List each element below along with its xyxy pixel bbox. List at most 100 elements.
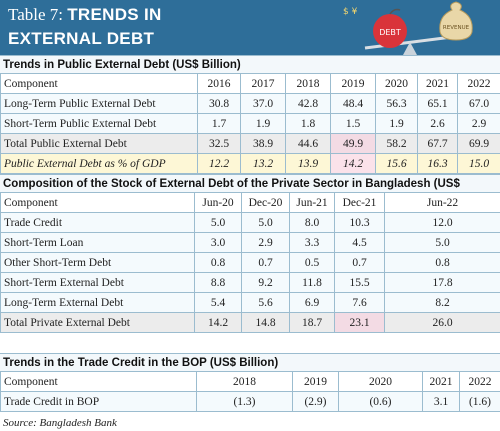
column-header: 2020 bbox=[375, 73, 418, 94]
title-line-2: EXTERNAL DEBT bbox=[8, 29, 155, 48]
cell: 32.5 bbox=[197, 133, 241, 154]
revenue-bag-icon bbox=[439, 1, 473, 41]
row-label: Trade Credit in BOP bbox=[0, 391, 197, 412]
table-header-row: Component 2018 2019 2020 2021 2022 bbox=[0, 371, 500, 392]
row-label: Other Short-Term Debt bbox=[0, 252, 195, 273]
cell: 3.3 bbox=[289, 232, 335, 253]
cell: 12.2 bbox=[197, 153, 241, 174]
column-header: 2022 bbox=[457, 73, 500, 94]
debt-ball-icon bbox=[373, 14, 407, 48]
row-label: Trade Credit bbox=[0, 212, 195, 233]
column-header: 2021 bbox=[422, 371, 460, 392]
cell: 2.9 bbox=[457, 113, 500, 134]
cell: 12.0 bbox=[384, 212, 500, 233]
row-label: Long-Term Public External Debt bbox=[0, 93, 198, 114]
cell: 56.3 bbox=[375, 93, 418, 114]
cell: 67.7 bbox=[417, 133, 458, 154]
cell: 49.9 bbox=[330, 133, 376, 154]
cell: 16.3 bbox=[417, 153, 458, 174]
cell: (2.9) bbox=[292, 391, 339, 412]
cell: 5.6 bbox=[241, 292, 290, 313]
cell: 11.8 bbox=[289, 272, 335, 293]
table-row: Short-Term Public External Debt 1.7 1.9 … bbox=[0, 113, 500, 134]
row-label: Short-Term Loan bbox=[0, 232, 195, 253]
column-header: Component bbox=[0, 192, 195, 213]
bop-trade-credit-table: Component 2018 2019 2020 2021 2022 Trade… bbox=[0, 371, 500, 412]
table-title: Table 7: TRENDS IN EXTERNAL DEBT bbox=[8, 4, 162, 50]
table-row: Trade Credit 5.0 5.0 8.0 10.3 12.0 bbox=[0, 212, 500, 233]
row-label: Total Public External Debt bbox=[0, 133, 198, 154]
row-label: Public External Debt as % of GDP bbox=[0, 153, 198, 174]
cell: 4.5 bbox=[334, 232, 385, 253]
cell: 1.9 bbox=[375, 113, 418, 134]
cell: (0.6) bbox=[338, 391, 423, 412]
table-row: Short-Term External Debt 8.8 9.2 11.8 15… bbox=[0, 272, 500, 293]
column-header: 2022 bbox=[459, 371, 500, 392]
row-label: Short-Term Public External Debt bbox=[0, 113, 198, 134]
cell: 13.9 bbox=[285, 153, 331, 174]
source-note: Source: Bangladesh Bank bbox=[3, 417, 117, 429]
row-label: Long-Term External Debt bbox=[0, 292, 195, 313]
table-header-row: Component 2016 2017 2018 2019 2020 2021 … bbox=[0, 73, 500, 94]
cell: 14.8 bbox=[241, 312, 290, 333]
table-row: Long-Term External Debt 5.4 5.6 6.9 7.6 … bbox=[0, 292, 500, 313]
cell: 48.4 bbox=[330, 93, 376, 114]
cell: 5.0 bbox=[384, 232, 500, 253]
column-header: 2018 bbox=[285, 73, 331, 94]
column-header: 2020 bbox=[338, 371, 423, 392]
cell: 9.2 bbox=[241, 272, 290, 293]
column-header: 2016 bbox=[197, 73, 241, 94]
bop-section-title: Trends in the Trade Credit in the BOP (U… bbox=[0, 353, 500, 373]
cell: 15.6 bbox=[375, 153, 418, 174]
cell: 5.0 bbox=[194, 212, 242, 233]
private-debt-table: Component Jun-20 Dec-20 Jun-21 Dec-21 Ju… bbox=[0, 192, 500, 333]
cell: 2.9 bbox=[241, 232, 290, 253]
column-header: Dec-20 bbox=[241, 192, 290, 213]
column-header: 2019 bbox=[330, 73, 376, 94]
column-header: 2017 bbox=[240, 73, 286, 94]
table-row-total: Total Private External Debt 14.2 14.8 18… bbox=[0, 312, 500, 333]
row-label: Total Private External Debt bbox=[0, 312, 195, 333]
table-row: Other Short-Term Debt 0.8 0.7 0.5 0.7 0.… bbox=[0, 252, 500, 273]
table-row: Long-Term Public External Debt 30.8 37.0… bbox=[0, 93, 500, 114]
cell: 0.8 bbox=[194, 252, 242, 273]
cell: (1.6) bbox=[459, 391, 500, 412]
cell: 38.9 bbox=[240, 133, 286, 154]
cell: 2.6 bbox=[417, 113, 458, 134]
cell: 44.6 bbox=[285, 133, 331, 154]
public-debt-table: Component 2016 2017 2018 2019 2020 2021 … bbox=[0, 73, 500, 174]
cell: 42.8 bbox=[285, 93, 331, 114]
cell: 67.0 bbox=[457, 93, 500, 114]
column-header: 2019 bbox=[292, 371, 339, 392]
column-header: Jun-21 bbox=[289, 192, 335, 213]
cell: 15.0 bbox=[457, 153, 500, 174]
cell: 1.5 bbox=[330, 113, 376, 134]
cell: 8.8 bbox=[194, 272, 242, 293]
cell: 8.2 bbox=[384, 292, 500, 313]
cell: 58.2 bbox=[375, 133, 418, 154]
title-line-1: TRENDS IN bbox=[67, 5, 162, 24]
cell: 10.3 bbox=[334, 212, 385, 233]
debt-ball-text: DEBT bbox=[379, 28, 401, 37]
cell: 3.0 bbox=[194, 232, 242, 253]
table-row-total: Total Public External Debt 32.5 38.9 44.… bbox=[0, 133, 500, 154]
table-row: Trade Credit in BOP (1.3) (2.9) (0.6) 3.… bbox=[0, 391, 500, 412]
public-debt-section-title: Trends in Public External Debt (US$ Bill… bbox=[0, 55, 500, 75]
cell: 37.0 bbox=[240, 93, 286, 114]
cell: 5.4 bbox=[194, 292, 242, 313]
revenue-bag-text: REVENUE bbox=[443, 25, 470, 31]
cell: 0.8 bbox=[384, 252, 500, 273]
column-header: 2021 bbox=[417, 73, 458, 94]
column-header: Component bbox=[0, 371, 197, 392]
cell: 0.5 bbox=[289, 252, 335, 273]
cell: 6.9 bbox=[289, 292, 335, 313]
cell: 14.2 bbox=[194, 312, 242, 333]
table-row: Short-Term Loan 3.0 2.9 3.3 4.5 5.0 bbox=[0, 232, 500, 253]
column-header: Dec-21 bbox=[334, 192, 385, 213]
cell: (1.3) bbox=[196, 391, 293, 412]
cell: 23.1 bbox=[334, 312, 385, 333]
svg-text:$ ¥: $ ¥ bbox=[343, 7, 358, 17]
table-row-percent-gdp: Public External Debt as % of GDP 12.2 13… bbox=[0, 153, 500, 174]
cell: 26.0 bbox=[384, 312, 500, 333]
row-label: Short-Term External Debt bbox=[0, 272, 195, 293]
